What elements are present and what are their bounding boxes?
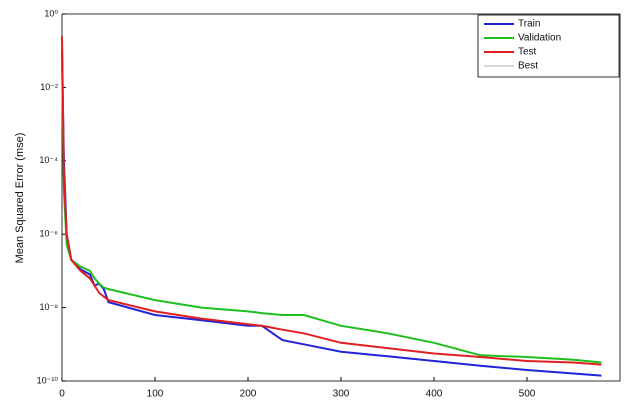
x-tick-label: 300 [333, 389, 350, 400]
legend-label: Validation [518, 33, 561, 44]
y-tick-label: 10⁰ [44, 8, 58, 18]
y-tick-label: 10⁻⁸ [39, 302, 58, 312]
series-line [61, 36, 602, 366]
y-tick-label: 10⁻⁶ [40, 229, 59, 239]
x-tick-label: 200 [240, 389, 257, 400]
legend-box [477, 14, 620, 78]
series-line [61, 50, 602, 377]
y-axis-label: Mean Squared Error (mse) [14, 133, 26, 264]
y-tick-label: 10⁻² [40, 82, 58, 92]
series-line [61, 58, 602, 364]
legend-label: Train [518, 19, 540, 30]
x-tick-label: 500 [519, 389, 536, 400]
x-tick-label: 0 [59, 389, 65, 400]
x-tick-label: 100 [147, 389, 164, 400]
y-tick-label: 10⁻⁴ [39, 155, 58, 165]
y-tick-label: 10⁻¹⁰ [37, 375, 59, 385]
x-tick-label: 400 [426, 389, 443, 400]
legend-label: Test [518, 47, 537, 58]
legend-label: Best [518, 61, 538, 72]
